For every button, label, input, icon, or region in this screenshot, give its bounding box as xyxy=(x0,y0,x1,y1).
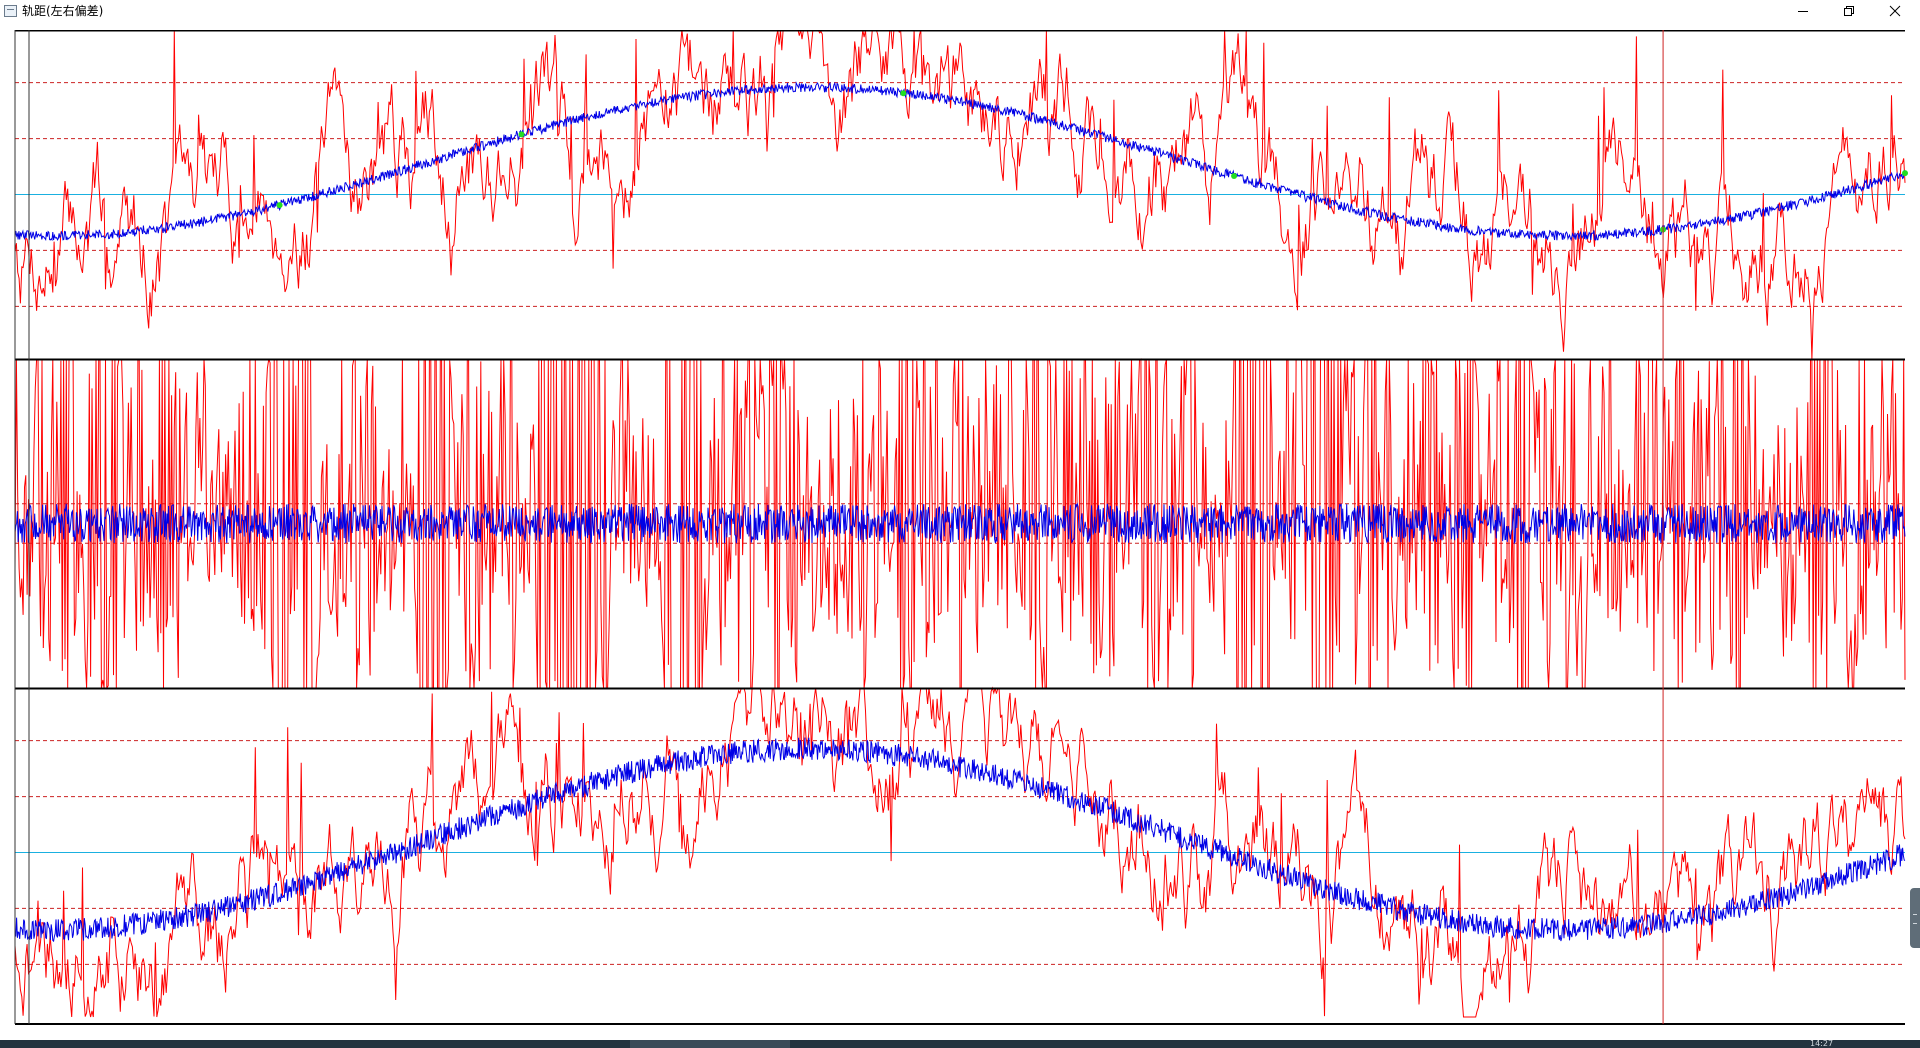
taskbar-clock: 14:27 xyxy=(1810,1039,1834,1048)
curve-marker xyxy=(518,131,525,138)
minimize-button[interactable] xyxy=(1780,0,1826,22)
curve-marker xyxy=(900,90,907,97)
curve-marker xyxy=(276,202,283,209)
measured-curve xyxy=(14,686,1906,1018)
close-button[interactable] xyxy=(1872,0,1918,22)
gauge-deviation-plot[interactable] xyxy=(0,30,1920,1026)
minimize-icon xyxy=(1798,11,1808,12)
curve-marker xyxy=(1231,173,1238,180)
filtered-curve xyxy=(14,81,1906,242)
restore-button[interactable] xyxy=(1826,0,1872,22)
curve-marker xyxy=(1902,170,1908,177)
title-bar: 轨距(左右偏差) xyxy=(0,0,1920,24)
filtered-curve xyxy=(14,737,1906,943)
restore-icon xyxy=(1844,6,1854,16)
side-scroll-handle[interactable] xyxy=(1910,888,1920,948)
app-icon xyxy=(4,5,17,17)
taskbar: 14:27 xyxy=(0,1040,1920,1048)
measured-curve xyxy=(14,30,1906,360)
filtered-curve xyxy=(14,502,1906,545)
close-icon xyxy=(1889,5,1901,17)
taskbar-active-app[interactable] xyxy=(630,1040,790,1048)
window-title: 轨距(左右偏差) xyxy=(22,4,104,18)
